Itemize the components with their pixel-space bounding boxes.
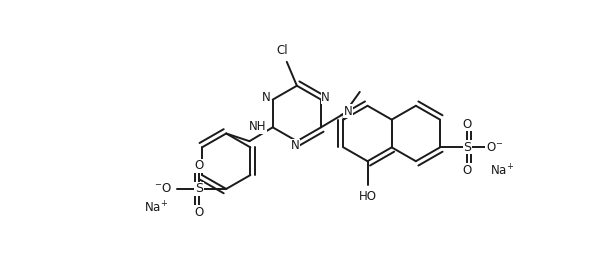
Text: O: O	[195, 159, 204, 172]
Text: N: N	[291, 139, 300, 152]
Text: O$^{-}$: O$^{-}$	[486, 141, 503, 154]
Text: S: S	[463, 141, 471, 154]
Text: S: S	[195, 182, 203, 196]
Text: N: N	[262, 91, 271, 104]
Text: Cl: Cl	[277, 44, 288, 57]
Text: Na$^{+}$: Na$^{+}$	[490, 163, 514, 178]
Text: NH: NH	[249, 120, 266, 133]
Text: $^{-}$O: $^{-}$O	[154, 182, 172, 196]
Text: N: N	[321, 91, 330, 104]
Text: O: O	[463, 164, 472, 177]
Text: O: O	[463, 118, 472, 131]
Text: N: N	[344, 105, 353, 118]
Text: Na$^{+}$: Na$^{+}$	[145, 200, 168, 216]
Text: HO: HO	[359, 190, 376, 203]
Text: O: O	[195, 206, 204, 219]
